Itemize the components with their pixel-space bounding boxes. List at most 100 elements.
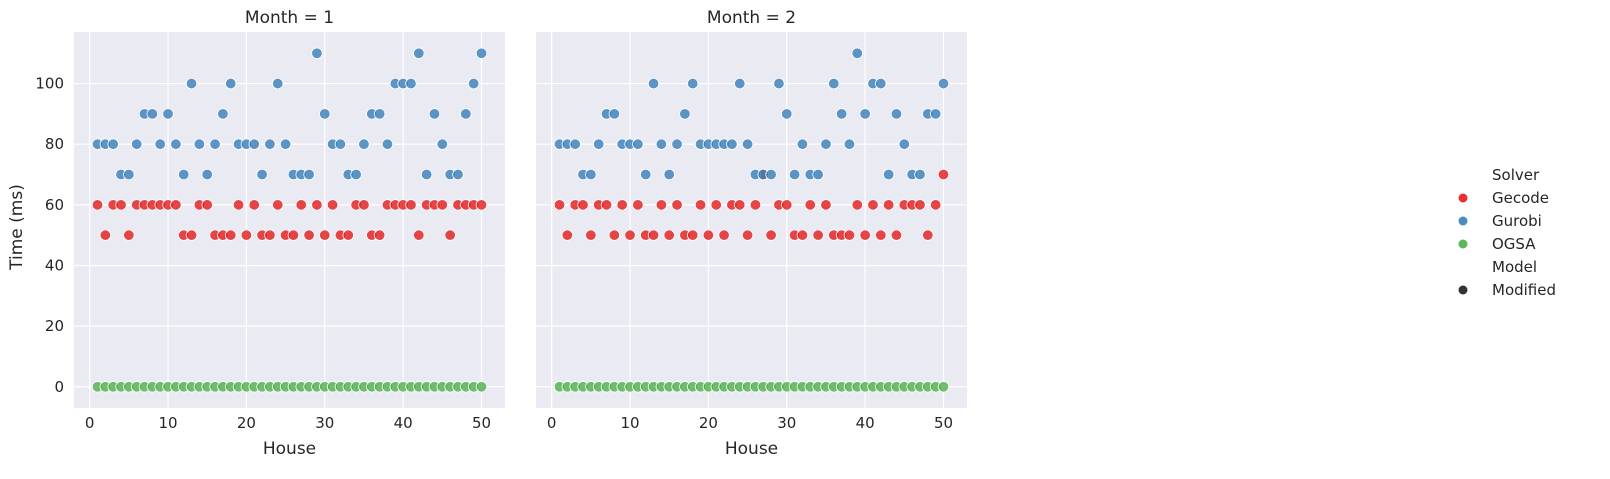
data-point: [178, 168, 190, 181]
data-point: [381, 138, 394, 150]
data-point: [272, 199, 284, 211]
data-point: [804, 199, 816, 211]
series-gecode: [91, 199, 488, 241]
data-point: [632, 199, 644, 211]
y-tick-label: 100: [35, 75, 64, 93]
data-point: [303, 168, 315, 181]
data-point: [123, 229, 135, 241]
x-tick-label: 30: [777, 414, 796, 432]
data-point: [859, 229, 871, 241]
data-point: [569, 138, 581, 150]
data-point: [914, 199, 926, 211]
legend-marker: [1458, 285, 1468, 295]
data-point: [428, 108, 441, 120]
data-point: [624, 229, 636, 241]
data-point: [890, 229, 903, 241]
data-point: [671, 138, 683, 150]
facet-title: Month = 1: [245, 8, 334, 28]
data-point: [358, 199, 370, 211]
facet-title: Month = 2: [707, 8, 796, 28]
legend-marker: [1458, 193, 1468, 203]
legend-entry-gecode: Gecode: [1492, 189, 1549, 207]
data-point: [585, 229, 597, 241]
data-point: [475, 47, 488, 59]
data-point: [585, 168, 597, 181]
data-point: [875, 229, 887, 241]
data-point: [765, 168, 777, 181]
data-point: [843, 229, 856, 241]
data-point: [319, 108, 331, 120]
data-point: [201, 199, 213, 211]
data-point: [671, 199, 683, 211]
data-point: [655, 138, 668, 150]
y-axis-label: Time (ms): [7, 184, 27, 271]
data-point: [319, 229, 331, 241]
legend-entry-modified: Modified: [1492, 281, 1556, 299]
x-tick-label: 40: [394, 414, 413, 432]
data-point: [922, 229, 934, 241]
data-point: [405, 77, 417, 90]
data-point: [326, 199, 339, 211]
data-point: [209, 138, 221, 150]
x-axis-label: House: [725, 439, 778, 459]
x-tick-label: 10: [158, 414, 177, 432]
data-point: [710, 199, 722, 211]
data-point: [820, 199, 832, 211]
data-point: [820, 138, 832, 150]
legend: Solver Gecode Gurobi OGSA Model Modified: [1458, 166, 1556, 299]
series-ogsa: [91, 381, 488, 393]
data-point: [687, 229, 699, 241]
series-ogsa: [553, 381, 950, 393]
data-point: [741, 138, 754, 150]
data-point: [843, 138, 856, 150]
data-point: [358, 138, 370, 150]
data-point: [475, 381, 488, 393]
data-point: [929, 108, 942, 120]
series-gecode: [553, 168, 950, 241]
data-point: [640, 168, 652, 181]
x-tick-label: 10: [620, 414, 639, 432]
data-point: [687, 77, 699, 90]
y-tick-label: 20: [45, 317, 64, 335]
data-point: [812, 168, 824, 181]
legend-marker: [1458, 239, 1468, 249]
data-point: [608, 229, 621, 241]
x-tick-label: 0: [547, 414, 557, 432]
data-point: [279, 138, 292, 150]
legend-entry-ogsa: OGSA: [1492, 235, 1536, 253]
x-tick-label: 20: [237, 414, 256, 432]
data-point: [592, 138, 605, 150]
data-point: [130, 138, 143, 150]
data-point: [851, 47, 863, 59]
data-point: [828, 77, 840, 90]
data-point: [350, 168, 362, 181]
y-tick-label: 0: [54, 378, 64, 396]
data-point: [256, 168, 268, 181]
data-point: [295, 199, 307, 211]
data-point: [91, 199, 104, 211]
data-point: [647, 77, 660, 90]
data-point: [859, 108, 871, 120]
data-point: [600, 199, 613, 211]
data-point: [937, 77, 950, 90]
data-point: [663, 168, 675, 181]
data-point: [765, 229, 777, 241]
data-point: [170, 138, 182, 150]
x-axis-label: House: [263, 439, 316, 459]
data-point: [107, 138, 119, 150]
data-point: [937, 381, 950, 393]
data-point: [232, 199, 245, 211]
data-point: [796, 138, 809, 150]
x-tick-label: 50: [934, 414, 953, 432]
x-tick-label: 40: [856, 414, 875, 432]
data-point: [420, 168, 433, 181]
x-tick-label: 0: [85, 414, 95, 432]
data-point: [311, 199, 323, 211]
data-point: [99, 229, 112, 241]
legend-entry-gurobi: Gurobi: [1492, 212, 1542, 230]
data-point: [718, 229, 730, 241]
data-point: [679, 108, 691, 120]
data-point: [201, 168, 213, 181]
data-point: [342, 229, 354, 241]
